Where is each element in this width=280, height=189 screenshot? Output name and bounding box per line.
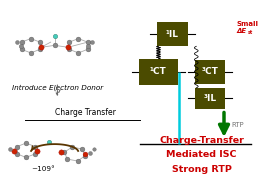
Text: Mediated ISC: Mediated ISC xyxy=(166,150,237,160)
Text: ~109°: ~109° xyxy=(32,166,55,172)
FancyBboxPatch shape xyxy=(195,60,225,84)
FancyBboxPatch shape xyxy=(139,59,178,85)
Text: ³IL: ³IL xyxy=(204,94,216,103)
Text: Small: Small xyxy=(237,21,259,27)
Text: ΔE: ΔE xyxy=(237,28,247,34)
Text: ¹CT: ¹CT xyxy=(150,67,167,76)
FancyBboxPatch shape xyxy=(195,88,225,109)
Text: RTP: RTP xyxy=(231,122,244,128)
Text: Introduce Electron Donor: Introduce Electron Donor xyxy=(12,85,103,91)
Text: Strong RTP: Strong RTP xyxy=(172,165,232,174)
Text: Charge-Transfer: Charge-Transfer xyxy=(159,136,244,145)
Text: st: st xyxy=(248,30,253,35)
Text: ¹IL: ¹IL xyxy=(166,29,179,39)
Text: Charge Transfer: Charge Transfer xyxy=(55,108,116,117)
Text: ³CT: ³CT xyxy=(202,67,218,76)
FancyBboxPatch shape xyxy=(157,22,188,46)
